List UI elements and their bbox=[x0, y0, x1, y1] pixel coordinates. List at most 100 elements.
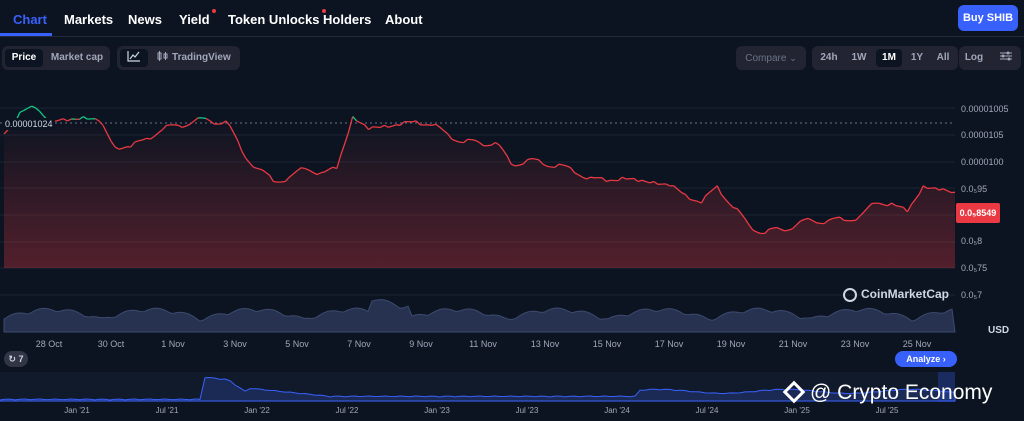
price-line-segment bbox=[427, 124, 432, 126]
crypto-economy-logo-icon bbox=[782, 380, 806, 404]
price-line-segment bbox=[903, 206, 908, 213]
range-all-button[interactable]: All bbox=[936, 52, 950, 63]
price-line-segment bbox=[712, 185, 718, 190]
range-24h-button[interactable]: 24h bbox=[820, 52, 838, 63]
tab-markets[interactable]: Markets bbox=[64, 12, 114, 27]
x-tick-label: 23 Nov bbox=[841, 339, 870, 349]
price-line-segment bbox=[443, 130, 449, 135]
price-line-segment bbox=[633, 177, 639, 183]
price-line-segment bbox=[284, 176, 290, 182]
x-tick-label: 15 Nov bbox=[593, 339, 622, 349]
price-line-segment bbox=[281, 180, 286, 183]
range-1w-button[interactable]: 1W bbox=[851, 52, 867, 63]
price-line-segment bbox=[233, 132, 239, 141]
price-line-segment bbox=[245, 157, 251, 164]
tab-holders[interactable]: Holders bbox=[323, 12, 372, 27]
tradingview-label: TradingView bbox=[172, 52, 231, 63]
tradingview-button[interactable]: TradingView bbox=[153, 49, 235, 67]
price-line-segment bbox=[922, 185, 928, 189]
events-toggle[interactable]: ↻ 7 bbox=[4, 351, 28, 367]
price-line-segment bbox=[352, 116, 358, 122]
price-line-segment bbox=[225, 120, 231, 127]
x-tick-label: 11 Nov bbox=[469, 339, 497, 349]
overview-navigator[interactable]: Jan '21 Jul '21 Jan '22 Jul '22 Jan '23 Jul '… bbox=[0, 372, 956, 415]
tab-yield[interactable]: Yield bbox=[179, 9, 216, 27]
price-line-segment bbox=[641, 179, 647, 183]
buy-button[interactable]: Buy SHIB bbox=[958, 5, 1018, 31]
currency-label: USD bbox=[988, 325, 1010, 336]
line-chart-button[interactable] bbox=[120, 49, 148, 67]
current-price-tag: 0.0₅8549 bbox=[956, 203, 1000, 223]
price-line-segment bbox=[39, 110, 45, 117]
price-line-segment bbox=[570, 167, 576, 174]
price-line-segment bbox=[792, 224, 797, 230]
price-line-segment bbox=[704, 192, 710, 197]
price-line-segment bbox=[649, 180, 655, 184]
price-line-segment bbox=[780, 228, 785, 232]
tab-about[interactable]: About bbox=[385, 12, 423, 27]
price-line-segment bbox=[356, 120, 361, 124]
range-1y-button[interactable]: 1Y bbox=[910, 52, 924, 63]
price-line-segment bbox=[98, 120, 104, 126]
price-line-segment bbox=[784, 229, 789, 232]
price-line-segment bbox=[566, 165, 571, 169]
overview-tick-label: Jan '21 bbox=[64, 406, 90, 415]
price-line-segment bbox=[918, 185, 924, 195]
reference-price-label: 0.00001024 bbox=[3, 118, 55, 130]
overview-tick-label: Jan '23 bbox=[424, 406, 450, 415]
price-line-segment bbox=[756, 231, 762, 235]
overview-tick-label: Jul '21 bbox=[156, 406, 179, 415]
price-line-segment bbox=[728, 202, 734, 208]
x-tick-label: 17 Nov bbox=[655, 339, 684, 349]
metric-price-button[interactable]: Price bbox=[5, 49, 43, 67]
price-line-segment bbox=[411, 120, 417, 123]
price-line-segment bbox=[637, 179, 643, 183]
x-tick-label: 13 Nov bbox=[531, 339, 560, 349]
settings-button[interactable] bbox=[995, 49, 1017, 67]
price-line-segment bbox=[914, 193, 920, 200]
price-line-segment bbox=[621, 176, 627, 180]
range-1m-button[interactable]: 1M bbox=[876, 49, 902, 67]
price-line-segment bbox=[800, 218, 805, 222]
price-line-segment bbox=[578, 174, 583, 178]
overview-selection-handle[interactable] bbox=[938, 372, 955, 402]
analyze-button[interactable]: Analyze › bbox=[895, 351, 957, 367]
price-line-segment bbox=[360, 122, 365, 126]
price-line-segment bbox=[82, 116, 88, 120]
price-line-segment bbox=[475, 139, 480, 144]
price-line-segment bbox=[693, 199, 698, 202]
price-line-segment bbox=[328, 166, 334, 170]
tab-token-unlocks[interactable]: Token Unlocks bbox=[228, 9, 326, 27]
price-line-segment bbox=[106, 132, 112, 142]
price-line-segment bbox=[193, 117, 199, 122]
overview-tick-label: Jan '22 bbox=[244, 406, 270, 415]
price-line-segment bbox=[606, 179, 611, 183]
price-line-segment bbox=[451, 138, 456, 142]
overview-tick-label: Jul '25 bbox=[876, 406, 899, 415]
price-line-segment bbox=[110, 140, 116, 148]
price-line-segment bbox=[265, 171, 270, 176]
x-tick-label: 7 Nov bbox=[347, 339, 371, 349]
price-line-segment bbox=[689, 198, 694, 202]
log-scale-button[interactable]: Log bbox=[964, 52, 984, 63]
price-line-segment bbox=[891, 202, 896, 207]
compare-dropdown[interactable]: Compare ⌄ bbox=[736, 46, 806, 70]
price-line-segment bbox=[35, 107, 41, 112]
price-line-segment bbox=[114, 146, 120, 150]
x-tick-label: 25 Nov bbox=[903, 339, 932, 349]
scale-switch: Log bbox=[959, 46, 1021, 70]
price-line-segment bbox=[823, 219, 829, 225]
price-line-segment bbox=[301, 167, 306, 170]
price-line-segment bbox=[221, 120, 227, 125]
tab-news[interactable]: News bbox=[128, 12, 162, 27]
price-line-segment bbox=[554, 163, 560, 168]
tab-chart[interactable]: Chart bbox=[13, 12, 47, 27]
price-line-segment bbox=[708, 188, 714, 194]
price-line-segment bbox=[487, 144, 492, 147]
price-line-segment bbox=[681, 192, 686, 196]
coinmarketcap-logo-icon bbox=[843, 288, 857, 302]
y-tick-label: 0.0₅8 bbox=[961, 236, 983, 246]
price-line-segment bbox=[812, 219, 817, 224]
metric-marketcap-button[interactable]: Market cap bbox=[50, 52, 104, 63]
